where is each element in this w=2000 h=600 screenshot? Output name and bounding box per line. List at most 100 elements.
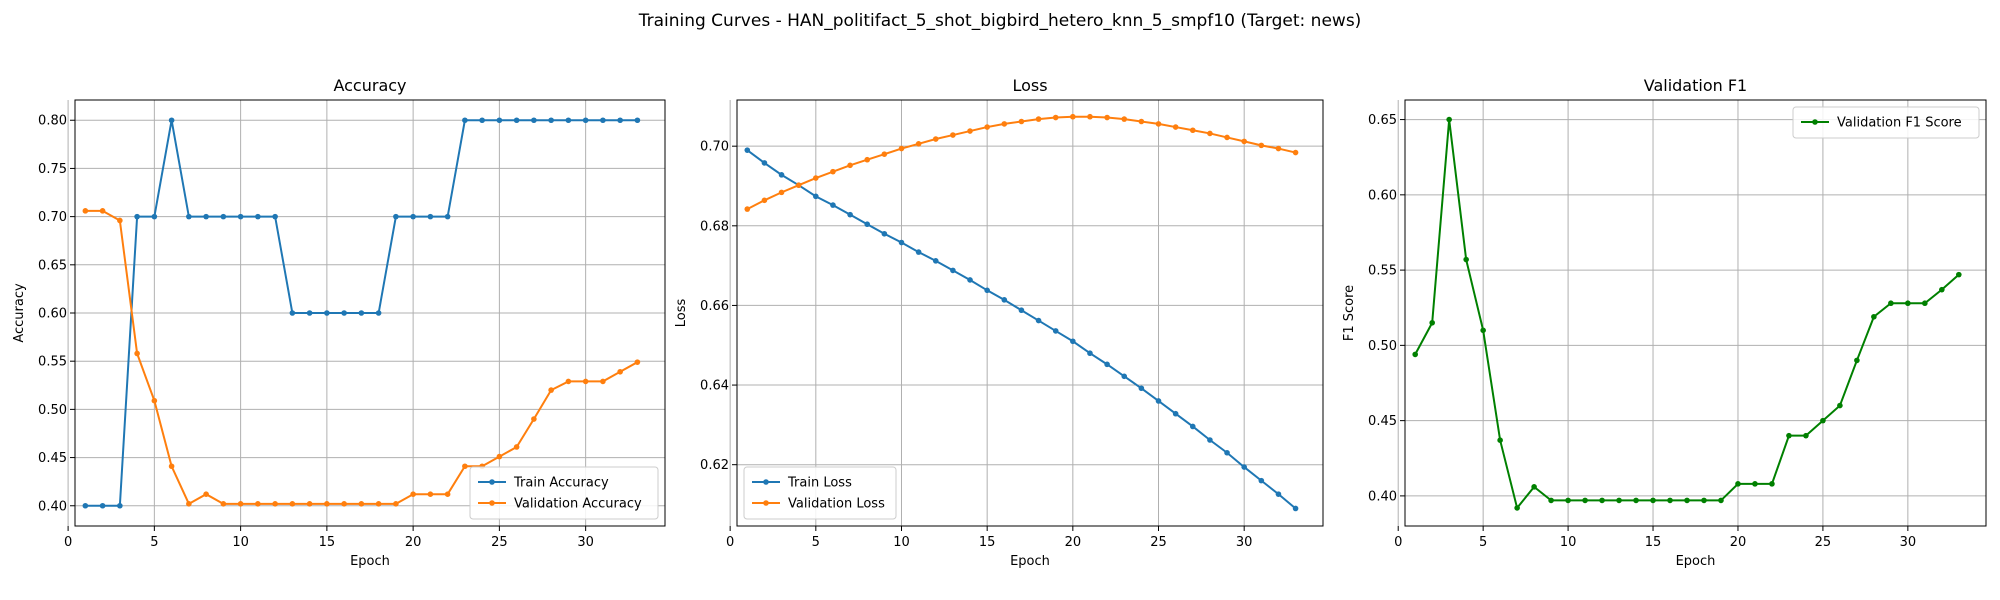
data-point bbox=[203, 213, 209, 220]
data-point bbox=[427, 491, 434, 497]
y-tick-label: 0.45 bbox=[1368, 414, 1397, 429]
data-point bbox=[1121, 373, 1128, 380]
data-point bbox=[1446, 116, 1452, 123]
data-point bbox=[168, 463, 175, 470]
legend: Train Loss Validation Loss bbox=[743, 466, 897, 520]
data-point bbox=[82, 208, 89, 214]
legend-label: Train Loss bbox=[787, 476, 852, 491]
data-point bbox=[1480, 327, 1486, 334]
y-axis-label: Accuracy bbox=[12, 283, 27, 343]
y-tick-label: 0.50 bbox=[1368, 339, 1397, 354]
x-tick-label: 25 bbox=[491, 535, 508, 550]
data-point bbox=[1121, 116, 1128, 122]
x-tick-label: 10 bbox=[893, 535, 910, 550]
data-point bbox=[1871, 313, 1877, 320]
data-point bbox=[950, 132, 956, 138]
x-tick-label: 5 bbox=[1479, 535, 1487, 550]
data-point bbox=[1565, 497, 1571, 504]
data-point bbox=[186, 501, 192, 507]
x-tick-label: 0 bbox=[726, 535, 734, 550]
series-train-loss bbox=[744, 147, 1299, 512]
data-point bbox=[1241, 138, 1247, 145]
data-point bbox=[582, 378, 589, 385]
data-point bbox=[375, 310, 382, 316]
y-tick-label: 0.40 bbox=[1368, 489, 1397, 504]
data-point bbox=[186, 213, 192, 220]
legend-box bbox=[743, 466, 897, 520]
data-point bbox=[324, 501, 330, 507]
data-point bbox=[1939, 286, 1945, 293]
data-point bbox=[1275, 145, 1282, 152]
data-point bbox=[1018, 118, 1025, 125]
data-point bbox=[1599, 497, 1605, 504]
subplot-title: Accuracy bbox=[333, 76, 406, 95]
data-point bbox=[513, 117, 520, 124]
x-tick-label: 5 bbox=[812, 535, 820, 550]
x-tick-label: 15 bbox=[1645, 535, 1662, 550]
x-tick-label: 25 bbox=[1150, 535, 1167, 550]
data-point bbox=[427, 213, 434, 220]
data-point bbox=[1701, 497, 1707, 504]
data-point bbox=[548, 387, 554, 393]
grid bbox=[67, 100, 665, 526]
subplot-title: Loss bbox=[1012, 76, 1047, 95]
data-point bbox=[881, 230, 888, 237]
data-point bbox=[1429, 319, 1435, 326]
data-point bbox=[531, 416, 537, 422]
data-point bbox=[744, 206, 751, 212]
data-point bbox=[99, 208, 106, 214]
data-point bbox=[1463, 256, 1469, 263]
data-point bbox=[761, 197, 768, 204]
data-point bbox=[358, 501, 365, 507]
series-validation-f1-score bbox=[1412, 116, 1962, 511]
data-point bbox=[1241, 464, 1247, 470]
subplot-accuracy: 0 5 10 15 20 25 30 0.40 0.45 0.50 0.55 0.60 0.65 0.70… bbox=[12, 76, 666, 569]
data-point bbox=[513, 444, 520, 450]
data-point bbox=[393, 501, 399, 507]
data-point bbox=[1138, 385, 1145, 392]
data-point bbox=[1052, 114, 1059, 121]
data-point bbox=[117, 217, 123, 224]
data-point bbox=[795, 182, 802, 188]
data-point bbox=[1001, 297, 1008, 303]
data-point bbox=[255, 501, 261, 507]
x-tick-label: 5 bbox=[150, 535, 158, 550]
data-point bbox=[99, 502, 106, 509]
data-point bbox=[1786, 432, 1792, 439]
data-point bbox=[932, 258, 939, 264]
subplot-loss: 0 5 10 15 20 25 30 0.62 0.64 0.66 0.68 0.70 Loss Epoc… bbox=[674, 76, 1324, 569]
data-point bbox=[1922, 300, 1928, 307]
data-point bbox=[1956, 271, 1962, 278]
data-point bbox=[168, 117, 175, 124]
data-point bbox=[830, 168, 836, 175]
y-tick-label: 0.40 bbox=[38, 499, 67, 514]
data-point bbox=[444, 491, 451, 497]
y-tick-label: 0.60 bbox=[38, 307, 67, 322]
data-point bbox=[1531, 484, 1537, 490]
y-tick-label: 0.62 bbox=[700, 458, 729, 473]
data-point bbox=[548, 117, 554, 124]
data-point bbox=[1582, 497, 1588, 504]
subplot-panels: 0 5 10 15 20 25 30 0.40 0.45 0.50 0.55 0.60 0.65 0.70… bbox=[12, 76, 1987, 569]
x-tick-label: 10 bbox=[232, 535, 249, 550]
data-point bbox=[1087, 350, 1093, 357]
data-point bbox=[151, 213, 158, 220]
data-point bbox=[984, 124, 990, 130]
data-point bbox=[1018, 307, 1025, 314]
data-point bbox=[967, 277, 973, 283]
data-point bbox=[272, 501, 278, 507]
series-validation-loss bbox=[744, 113, 1299, 212]
x-tick-label: 30 bbox=[1236, 535, 1253, 550]
data-point bbox=[1035, 116, 1042, 122]
data-point bbox=[255, 213, 261, 220]
data-point bbox=[306, 310, 313, 316]
data-point bbox=[1001, 121, 1008, 127]
data-point bbox=[847, 211, 853, 218]
legend: Train Accuracy Validation Accuracy bbox=[469, 466, 659, 520]
data-point bbox=[1412, 351, 1418, 358]
data-point bbox=[531, 117, 537, 124]
data-point bbox=[1616, 497, 1622, 504]
legend-marker bbox=[1812, 119, 1818, 125]
data-point bbox=[1497, 437, 1503, 443]
data-point bbox=[1633, 497, 1639, 504]
